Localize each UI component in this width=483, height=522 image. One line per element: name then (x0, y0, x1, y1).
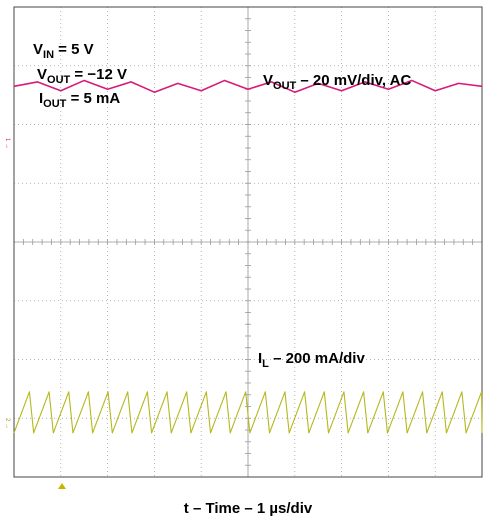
ground-marker-ch2: 2 → (4, 418, 10, 429)
traces (13, 79, 483, 434)
vout-ripple-trace (13, 79, 483, 93)
trigger-marker (58, 483, 66, 489)
ch1-scale-label: VOUT – 20 mV/div, AC (263, 72, 411, 92)
x-axis-label: t – Time – 1 µs/div (184, 500, 313, 517)
inductor-current-trace (13, 391, 483, 434)
vin-condition: VIN = 5 V (33, 41, 94, 61)
ground-marker-ch1: 1 → (4, 138, 10, 149)
vout-condition: VOUT = −12 V (37, 66, 127, 86)
plot-frame (13, 6, 483, 478)
ch2-scale-label: IL – 200 mA/div (258, 350, 365, 370)
iout-condition: IOUT = 5 mA (39, 90, 120, 110)
